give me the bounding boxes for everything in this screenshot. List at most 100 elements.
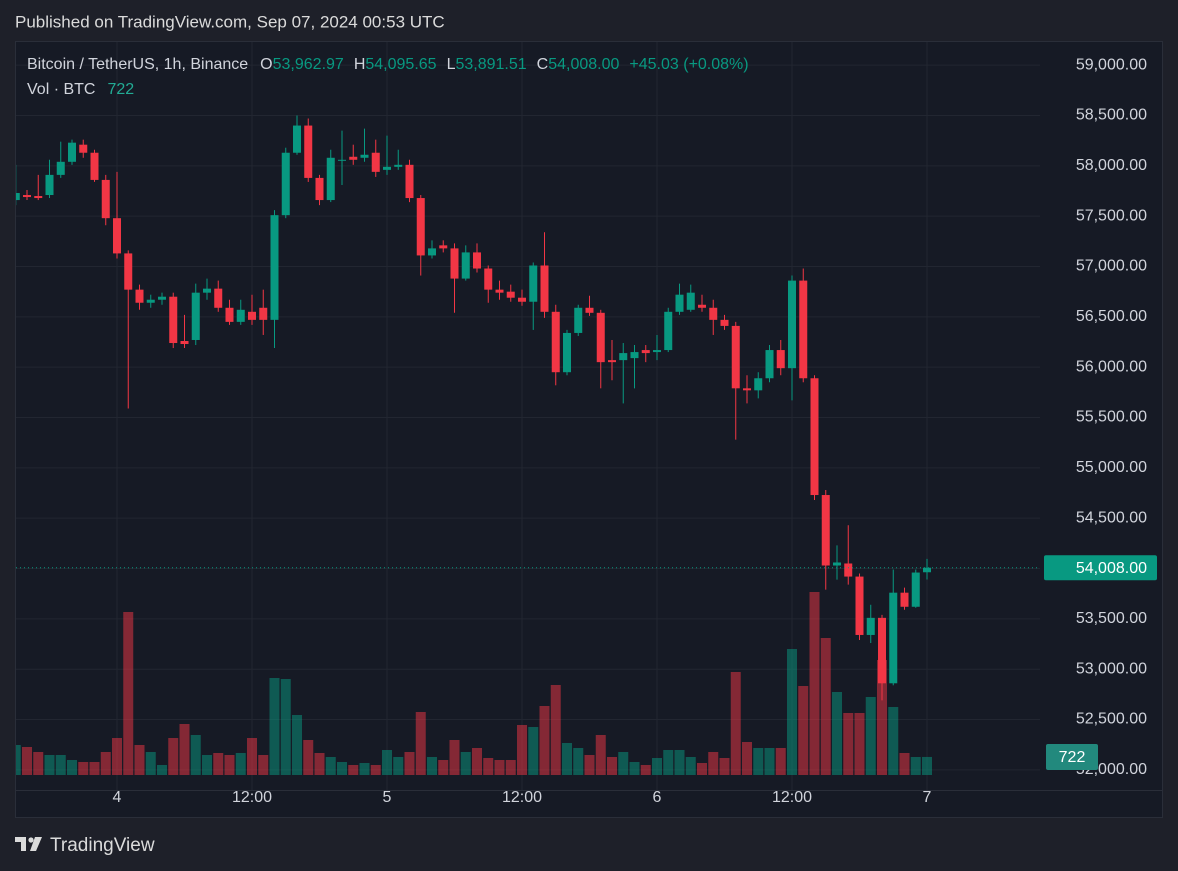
candle-body [16, 193, 20, 201]
volume-bar [303, 740, 314, 775]
candle-body [506, 291, 515, 298]
volume-bar [573, 748, 584, 775]
volume-bar [618, 752, 629, 775]
volume-bar [505, 760, 516, 775]
candle-body [113, 218, 121, 254]
volume-bar [854, 713, 865, 775]
candle-body [270, 215, 279, 320]
candle-body [821, 495, 830, 566]
volume-bar [460, 752, 471, 775]
volume-bar [798, 686, 809, 775]
y-tick-label: 58,000.00 [1076, 157, 1147, 174]
volume-bar [337, 762, 347, 775]
candle-body [619, 353, 628, 361]
x-tick-label: 12:00 [502, 789, 542, 806]
volume-bar [787, 649, 797, 775]
candle-body [574, 307, 583, 333]
volume-bar [314, 753, 325, 775]
candle-body [383, 166, 391, 170]
legend-key: L [447, 56, 456, 73]
candle-body [641, 350, 650, 354]
volume-bar [157, 765, 167, 775]
volume-bar [697, 763, 707, 775]
volume-bar [472, 748, 482, 775]
candle-body [518, 297, 526, 302]
candle-body [473, 252, 481, 269]
candle-body [45, 174, 54, 196]
volume-bar [134, 745, 145, 775]
candle-body [68, 142, 76, 162]
candle-body [214, 288, 223, 308]
volume-bar [652, 758, 662, 775]
x-tick-label: 5 [383, 789, 392, 806]
candle-body [720, 319, 729, 326]
candle-body [56, 161, 65, 175]
volume-bar [393, 757, 404, 775]
volume-bar [539, 706, 550, 775]
candle-body [889, 592, 898, 684]
candle-body [338, 159, 346, 161]
candle-body [596, 312, 605, 363]
candle-body [495, 289, 504, 293]
legend-value: 53,962.97 [273, 56, 344, 73]
candle-body [653, 350, 661, 353]
volume-bar [415, 712, 426, 775]
candle-body [810, 378, 819, 496]
volume-bar [224, 755, 235, 775]
volume-bar [280, 679, 291, 775]
last-price-badge [1044, 555, 1157, 581]
volume-bar [674, 750, 685, 775]
candle-body [293, 125, 301, 153]
volume-value: 722 [107, 81, 134, 98]
volume-bar [899, 753, 910, 775]
candle-body [461, 252, 470, 279]
volume-bar [269, 678, 280, 775]
candle-body [765, 350, 774, 379]
candle-body [23, 195, 31, 198]
volume-bar [247, 738, 257, 775]
candle-body [911, 572, 920, 607]
volume-bar [483, 758, 494, 775]
volume-bar [730, 672, 741, 775]
volume-bar [202, 755, 212, 775]
candle-body [844, 563, 853, 577]
volume-badge-label: 722 [1059, 749, 1086, 766]
volume-bar [820, 638, 831, 775]
candles [16, 115, 931, 701]
candle-body [866, 617, 875, 635]
volume-bar [629, 762, 640, 775]
volume-bar [832, 692, 842, 775]
candle-body [394, 164, 403, 167]
volume-bar [427, 757, 437, 775]
candle-body [315, 177, 324, 201]
candle-body [428, 248, 436, 256]
symbol: Bitcoin / TetherUS, 1h, Binance [27, 56, 248, 73]
candle-body [124, 253, 133, 290]
volume-bar [78, 762, 89, 775]
candle-body [236, 309, 245, 322]
candle-body [484, 268, 493, 290]
candle-body [799, 280, 808, 379]
legend-value: 53,891.51 [455, 56, 526, 73]
volume-bar [584, 755, 595, 775]
volume-bar [22, 747, 32, 775]
volume-bar [708, 752, 719, 775]
volume-bar [438, 760, 449, 775]
volume-bar [100, 752, 111, 775]
candle-body [191, 292, 200, 340]
x-tick-label: 7 [923, 789, 932, 806]
candle-body [608, 360, 616, 363]
volume-legend: Vol · BTC 722 [27, 81, 134, 98]
y-tick-label: 55,500.00 [1076, 409, 1147, 426]
volume-bar [843, 713, 854, 775]
y-tick-label: 57,000.00 [1076, 258, 1147, 275]
volume-bar [123, 612, 134, 775]
candle-body [923, 567, 931, 573]
candle-body [585, 307, 594, 313]
volume-bar [370, 765, 381, 775]
candle-body [90, 152, 99, 180]
volume-bar [775, 748, 786, 775]
candle-body [833, 562, 841, 566]
y-tick-label: 52,500.00 [1076, 711, 1147, 728]
legend-value: 54,008.00 [548, 56, 619, 73]
